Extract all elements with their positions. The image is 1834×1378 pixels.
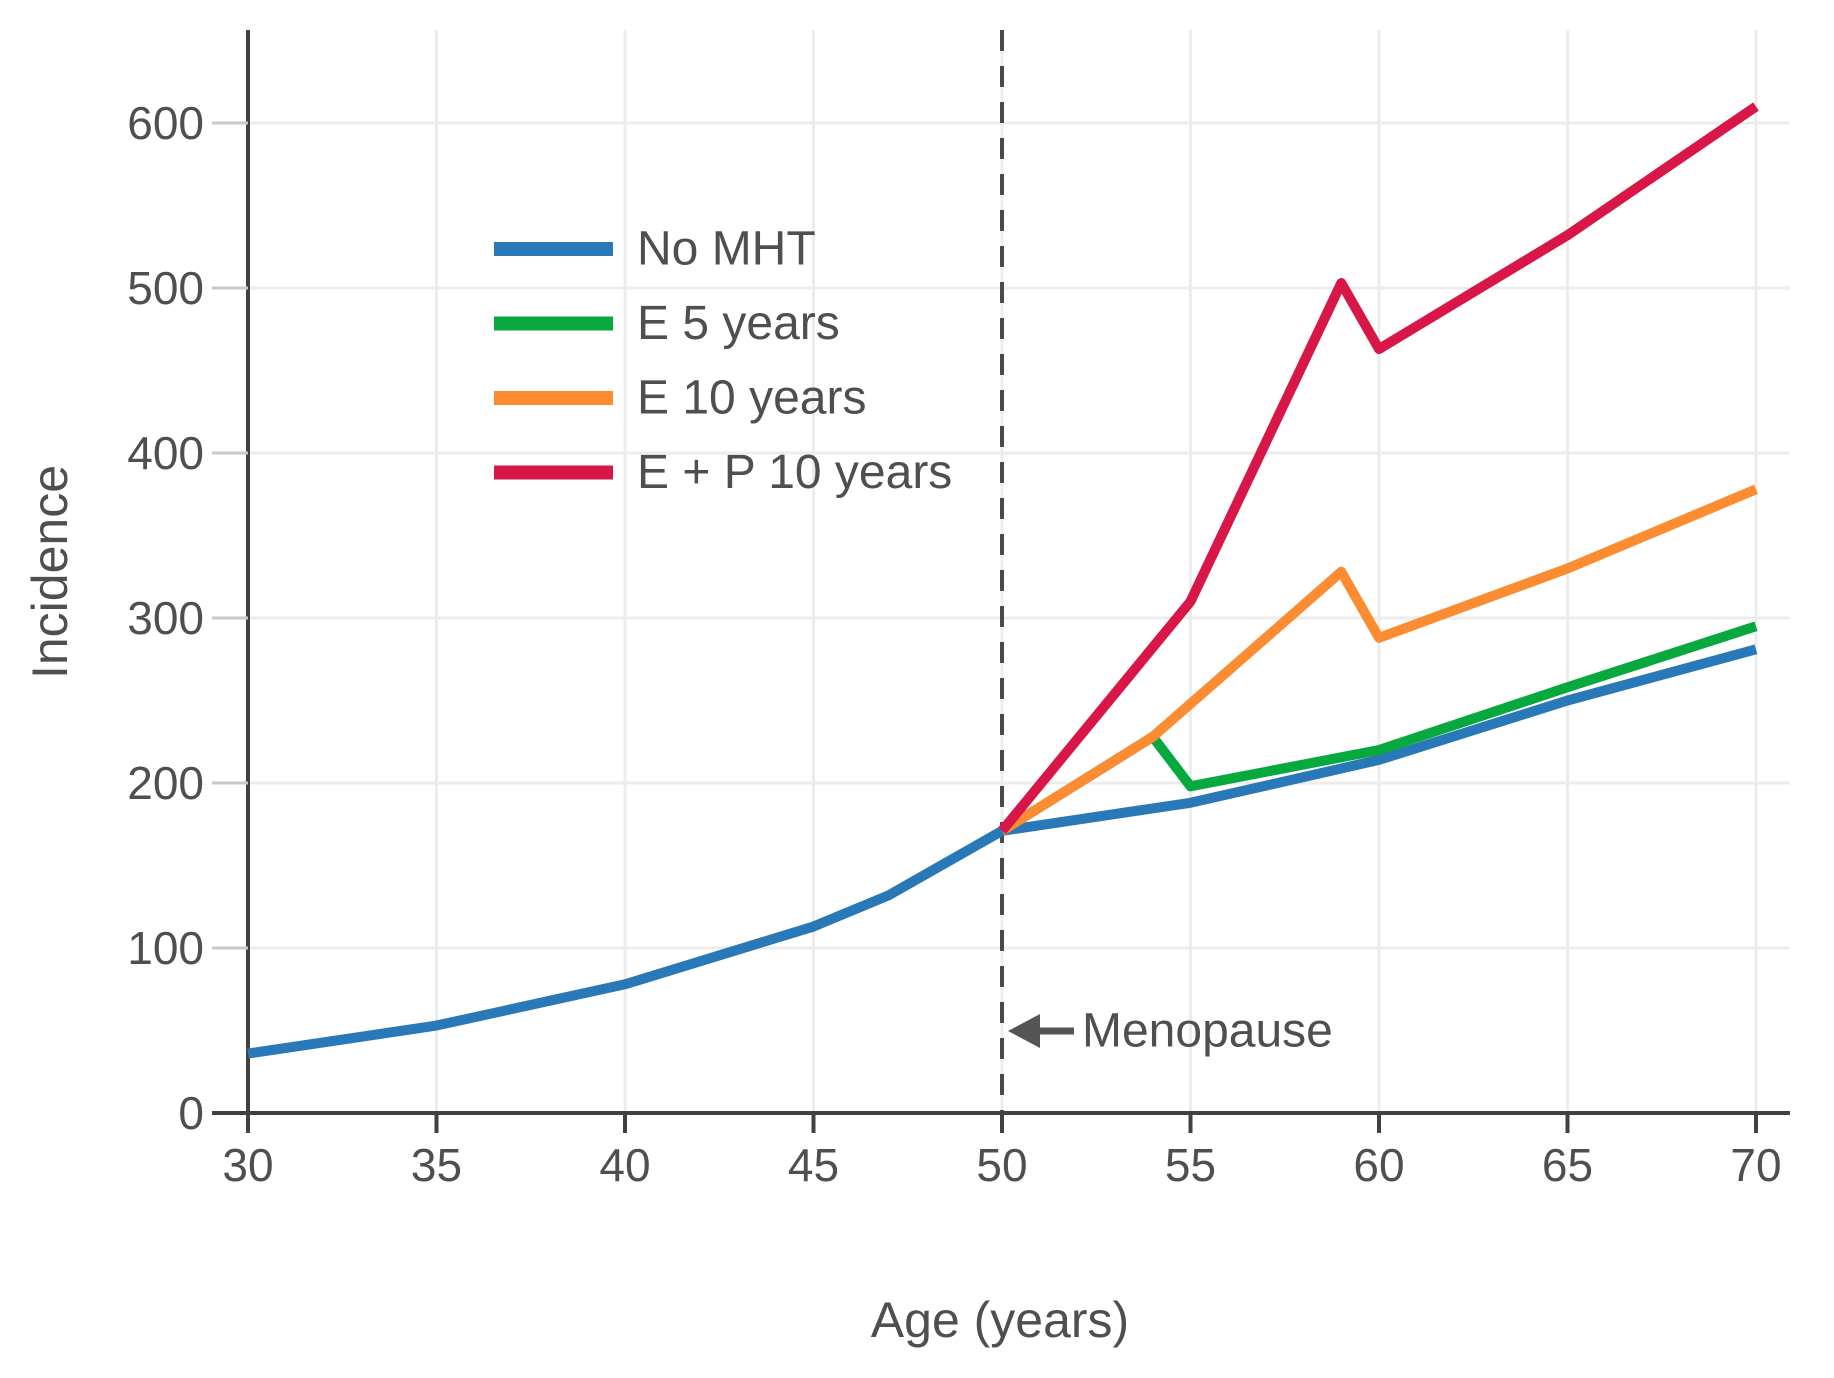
- legend-item: No MHT: [494, 223, 816, 276]
- series-line-e-10-years: [999, 484, 1758, 836]
- y-tick-label: 0: [178, 1087, 204, 1139]
- series-line-no-mht: [247, 644, 1758, 1059]
- menopause-annotation: Menopause: [1008, 1005, 1333, 1058]
- gridlines: [248, 30, 1790, 1113]
- left-arrow-shaft: [1036, 1027, 1074, 1035]
- legend-swatch: [494, 465, 613, 480]
- series-line-e-p-10-years: [998, 102, 1759, 835]
- left-arrow-icon: [1008, 1014, 1040, 1048]
- y-tick-label: 100: [127, 922, 204, 974]
- legend-label: E 10 years: [637, 372, 866, 425]
- y-tick-label: 200: [127, 757, 204, 809]
- y-tick-label: 600: [127, 97, 204, 149]
- legend-item: E 5 years: [494, 297, 840, 350]
- series-lines: [247, 102, 1759, 1059]
- x-axis-title: Age (years): [871, 1292, 1129, 1348]
- x-tick-label: 35: [411, 1139, 462, 1191]
- menopause-annotation-label: Menopause: [1082, 1005, 1333, 1058]
- x-tick-label: 65: [1542, 1139, 1593, 1191]
- axis-ticks: [212, 121, 1758, 1133]
- legend-item: E + P 10 years: [494, 446, 952, 499]
- axis-tick-labels: 0 100 200 300 400 500 600 30 35 40 45 50 55 60 65 70: [127, 97, 1781, 1191]
- x-tick-label: 55: [1165, 1139, 1216, 1191]
- y-axis-title: Incidence: [22, 465, 78, 679]
- legend-swatch: [494, 391, 613, 405]
- legend: No MHT E 5 years E 10 years E + P 10 years: [494, 223, 952, 499]
- y-tick-label: 500: [127, 262, 204, 314]
- x-tick-label: 50: [976, 1139, 1027, 1191]
- legend-label: E + P 10 years: [637, 446, 952, 499]
- x-tick-label: 30: [222, 1139, 273, 1191]
- legend-swatch: [494, 316, 613, 331]
- x-tick-label: 40: [599, 1139, 650, 1191]
- x-tick-label: 60: [1353, 1139, 1404, 1191]
- y-tick-label: 300: [127, 592, 204, 644]
- legend-swatch: [494, 242, 613, 256]
- legend-label: No MHT: [637, 223, 816, 276]
- legend-label: E 5 years: [637, 297, 840, 350]
- x-tick-label: 70: [1730, 1139, 1781, 1191]
- y-tick-label: 400: [127, 427, 204, 479]
- legend-item: E 10 years: [494, 372, 866, 425]
- x-tick-label: 45: [788, 1139, 839, 1191]
